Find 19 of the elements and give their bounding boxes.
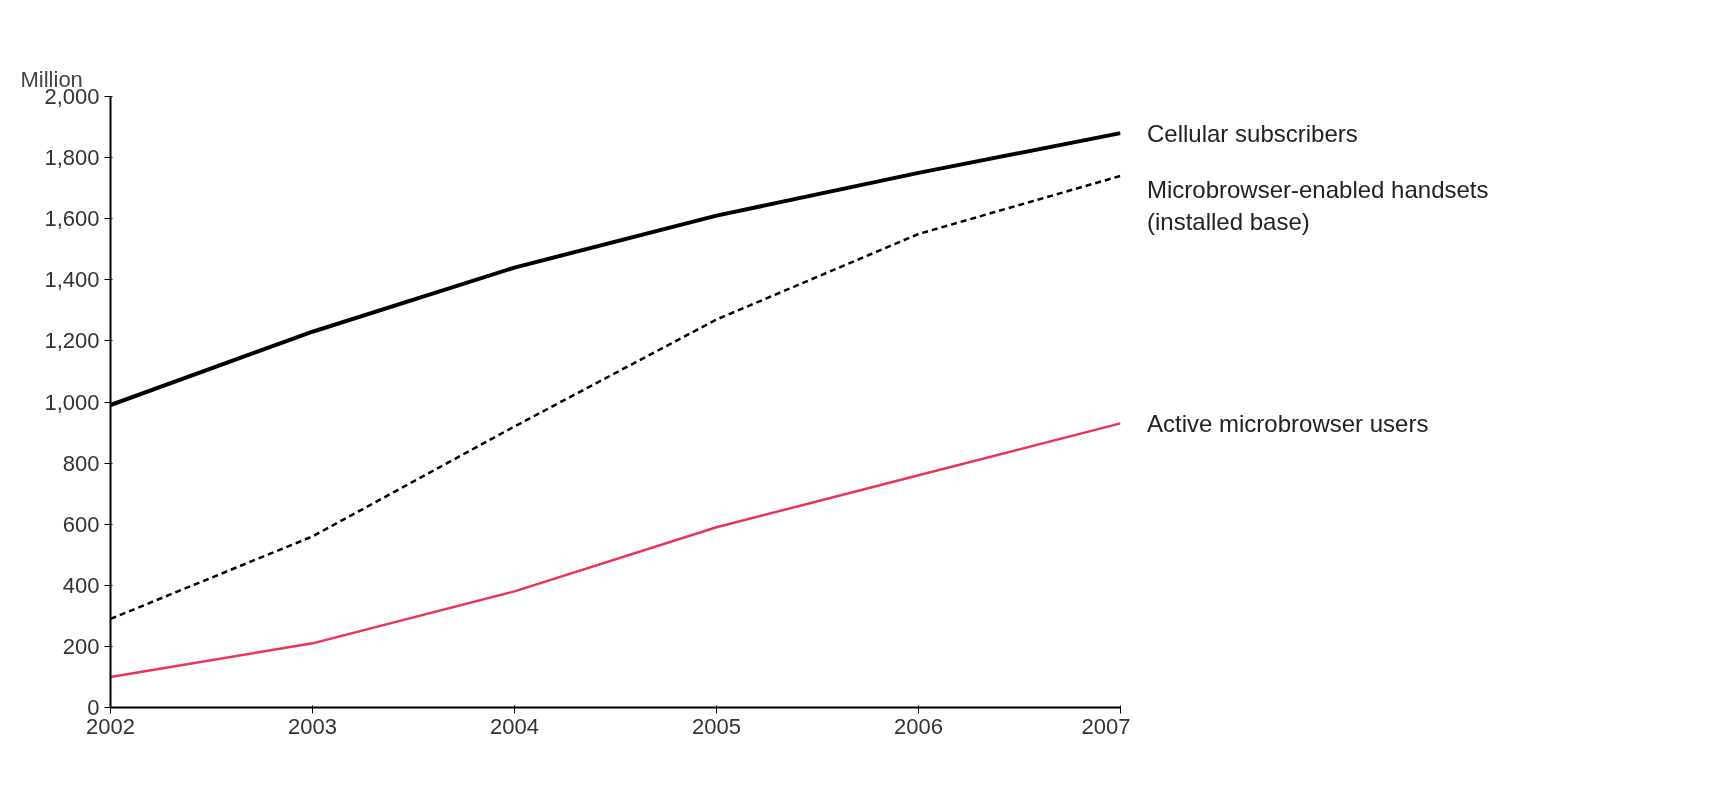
x-tick-label: 2006 <box>894 713 943 739</box>
series-label: Microbrowser-enabled handsets (installed base) <box>1147 175 1489 236</box>
y-tick-label: 1,600 <box>44 206 100 232</box>
line-series <box>110 422 1121 679</box>
x-tick-label: 2005 <box>692 713 741 739</box>
x-tick-label: 2003 <box>288 713 337 739</box>
y-tick-label: 400 <box>62 572 100 598</box>
series-label: Active microbrowser users <box>1147 409 1429 437</box>
y-tick-label: 600 <box>62 511 100 537</box>
y-tick-label: 1,200 <box>44 328 100 354</box>
y-tick-label: 800 <box>62 450 100 476</box>
y-tick-label: 1,400 <box>44 267 100 293</box>
y-tick-label: 0 <box>87 695 100 720</box>
x-tick-label: 2007 <box>1081 713 1131 739</box>
series-label: Cellular subscribers <box>1147 119 1358 147</box>
x-tick-label: 2004 <box>490 713 539 739</box>
y-tick-label: 200 <box>62 633 100 659</box>
y-tick-label: 1,800 <box>44 145 100 171</box>
y-tick-label: 1,000 <box>44 389 100 415</box>
